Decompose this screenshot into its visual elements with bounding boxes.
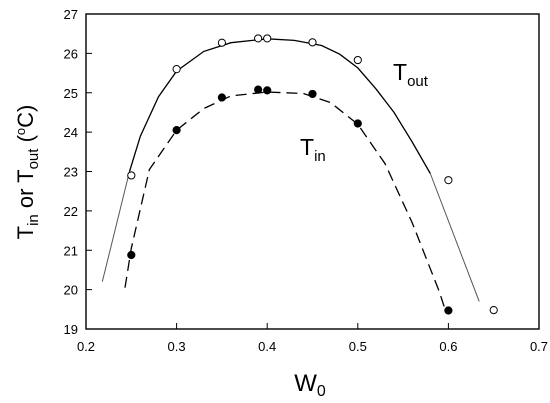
tick-labels: 0.2 0.3 0.4 0.5 0.6 0.7 19 20 21 22 23 24 25 26 27 (64, 7, 549, 354)
series-label-t-out: Tout (393, 59, 429, 90)
series-label-t-in: Tin (300, 134, 326, 165)
point-t-out-2 (217, 38, 226, 47)
y-tick-label-6: 25 (64, 86, 78, 101)
tail-line-t-out-0 (101, 171, 130, 282)
y-tick-label-5: 24 (64, 125, 78, 140)
ticks (85, 13, 540, 330)
fit-line-t-out (128, 38, 431, 174)
point-t-in-7 (444, 306, 453, 315)
y-tick-label-4: 23 (64, 165, 78, 180)
y-tick-label-3: 22 (64, 204, 78, 219)
tail-line-t-out-1 (429, 173, 480, 302)
point-t-out-7 (444, 176, 453, 185)
plot-frame (85, 13, 540, 330)
y-tick-label-2: 21 (64, 243, 78, 258)
point-t-in-3 (254, 85, 263, 94)
point-t-out-3 (254, 34, 263, 43)
point-t-in-6 (353, 119, 362, 128)
x-tick-label-3: 0.5 (349, 339, 367, 354)
y-tick-label-0: 19 (64, 322, 78, 337)
point-t-in-2 (217, 93, 226, 102)
y-tick-label-8: 27 (64, 7, 78, 22)
point-t-in-5 (308, 89, 317, 99)
point-t-out-1 (172, 65, 181, 74)
x-tick-label-0: 0.2 (77, 339, 95, 354)
point-t-in-1 (172, 126, 181, 135)
point-t-out-5 (308, 38, 317, 47)
point-t-out-6 (353, 55, 362, 65)
point-t-out-8 (489, 306, 498, 315)
point-t-in-0 (127, 250, 136, 260)
x-tick-label-2: 0.4 (258, 339, 276, 354)
fit-line-t-in (124, 91, 447, 312)
point-t-in-4 (263, 86, 272, 95)
series-lines (101, 38, 480, 312)
x-tick-label-5: 0.7 (530, 339, 548, 354)
y-axis-label: Tin or Tout (oC) (13, 105, 42, 240)
point-t-out-0 (127, 171, 136, 180)
series-markers (127, 34, 498, 315)
x-tick-label-4: 0.6 (439, 339, 457, 354)
y-tick-label-1: 20 (64, 283, 78, 298)
x-tick-label-1: 0.3 (168, 339, 186, 354)
x-axis-label: W0 (294, 370, 326, 400)
y-tick-label-7: 26 (64, 46, 78, 61)
point-t-out-4 (263, 34, 272, 43)
